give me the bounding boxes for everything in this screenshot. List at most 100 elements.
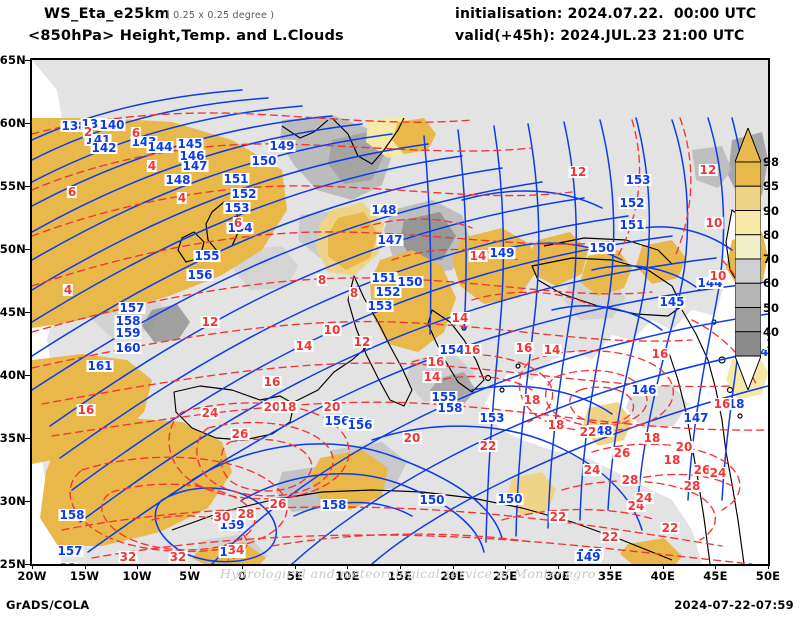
temperature-contour-label: 22 — [478, 439, 498, 453]
colorbar-swatch — [734, 258, 762, 284]
cloud-cover-colorbar — [734, 126, 762, 392]
temperature-contour-label: 12 — [698, 163, 718, 177]
temperature-contour-label: 16 — [462, 343, 482, 357]
height-contour-label: 159 — [114, 326, 142, 340]
y-axis-label: 35N — [0, 431, 26, 445]
height-contour-label: 142 — [90, 141, 118, 155]
x-axis-tick — [610, 564, 612, 569]
height-contour-label: 149 — [488, 246, 516, 260]
height-contour-label: 147 — [376, 233, 404, 247]
height-contour-label: 153 — [478, 411, 506, 425]
temperature-contour-label: 20 — [322, 400, 342, 414]
height-contour-label: 154 — [438, 343, 466, 357]
x-axis-tick — [452, 564, 454, 569]
temperature-contour-label: 24 — [634, 491, 654, 505]
temperature-contour-label: 20 — [674, 440, 694, 454]
colorbar-tick-label: 70 — [763, 252, 780, 266]
colorbar-swatch — [734, 234, 762, 260]
height-contour-label: 153 — [223, 201, 251, 215]
height-contour-label: 144 — [146, 140, 174, 154]
x-axis-label: 25E — [492, 569, 518, 583]
height-contour-label: 150 — [396, 275, 424, 289]
y-axis-label: 60N — [0, 116, 26, 130]
height-contour-label: 155 — [193, 249, 221, 263]
colorbar-swatch — [734, 210, 762, 236]
colorbar-tick-label: 40 — [763, 324, 780, 339]
valid-time: valid(+45h): 2024.JUL.23 21:00 UTC — [455, 28, 745, 44]
x-axis-label: 5E — [286, 569, 303, 583]
render-timestamp: 2024-07-22-07:59 — [674, 598, 794, 612]
height-contour-label: 157 — [118, 301, 146, 315]
x-axis-label: 15E — [387, 569, 413, 583]
y-axis-tick — [25, 186, 30, 187]
height-contour-label: 158 — [436, 401, 464, 415]
height-contour-label: 149 — [268, 139, 296, 153]
temperature-contour-label: 14 — [468, 249, 488, 263]
y-axis-tick — [25, 60, 30, 61]
height-contour-label: 151 — [222, 172, 250, 186]
x-axis-label: 15W — [69, 569, 100, 583]
y-axis-label: 65N — [0, 53, 26, 67]
y-axis-tick — [25, 249, 30, 250]
temperature-contour-label: 28 — [682, 479, 702, 493]
temperature-contour-label: 22 — [58, 562, 78, 564]
temperature-contour-label: 22 — [660, 521, 680, 535]
colorbar-swatches — [734, 161, 762, 357]
temperature-contour-label: 10 — [322, 323, 342, 337]
colorbar-swatch — [734, 161, 762, 187]
temperature-contour-label: 22 — [548, 510, 568, 524]
x-axis-label: 10E — [335, 569, 360, 583]
model-name: WS_Eta_e25km — [44, 6, 170, 22]
temperature-contour-label: 18 — [546, 418, 566, 432]
temperature-contour-label: 32 — [118, 550, 138, 564]
height-contour-label: 151 — [618, 218, 646, 232]
colorbar-tick-label: 50 — [763, 300, 780, 315]
temperature-contour-label: 16 — [712, 397, 732, 411]
temperature-contour-label: 30 — [212, 510, 232, 524]
x-axis-label: 50E — [755, 569, 781, 583]
height-contour-label: 156 — [186, 268, 214, 282]
temperature-contour-label: 16 — [514, 341, 534, 355]
weather-map — [32, 60, 768, 564]
height-contour-label: 149 — [574, 550, 602, 564]
y-axis-label: 55N — [0, 179, 26, 193]
x-axis-label: 45E — [703, 569, 728, 583]
map-plot-area: 138 139 140 141 142 143 144 145 146 147 148 149 150 1… — [30, 58, 770, 566]
height-contour-label: 156 — [323, 414, 351, 428]
y-axis-label: 40N — [0, 368, 26, 382]
temperature-contour-label: 10 — [704, 216, 724, 230]
x-axis-tick — [347, 564, 349, 569]
x-axis-label: 30E — [545, 569, 570, 583]
height-contour-label: 146 — [178, 149, 206, 163]
height-contour-label: 158 — [58, 508, 86, 522]
temperature-contour-label: 34 — [226, 543, 246, 557]
temperature-contour-label: 32 — [168, 550, 188, 564]
x-axis-tick — [662, 564, 664, 569]
temperature-contour-label: 18 — [278, 400, 298, 414]
temperature-contour-label: 12 — [352, 335, 372, 349]
colorbar-top-arrow — [734, 126, 762, 163]
height-contour-label: 147 — [682, 411, 710, 425]
height-contour-label: 158 — [320, 498, 348, 512]
x-axis-tick — [768, 564, 769, 569]
x-axis-label: 20W — [17, 569, 47, 583]
colorbar-swatch — [734, 307, 762, 333]
y-axis-tick — [25, 438, 30, 439]
temperature-contour-label: 20 — [262, 400, 282, 414]
coastlines — [171, 117, 757, 564]
height-contour-label: 158 — [114, 314, 142, 328]
temperature-contour-label: 6 — [232, 216, 244, 230]
height-contour-label: 161 — [86, 359, 114, 373]
temperature-contours — [32, 112, 768, 564]
x-axis-tick — [557, 564, 559, 569]
temperature-contour-label: 4 — [176, 191, 188, 205]
temperature-contour-label: 26 — [268, 497, 288, 511]
temperature-contour-label: 12 — [200, 315, 220, 329]
temperature-contour-label: 16 — [426, 355, 446, 369]
height-contour-label: 152 — [374, 285, 402, 299]
temperature-contour-label: 12 — [568, 165, 588, 179]
y-axis-tick — [25, 501, 30, 502]
temperature-contour-label: 18 — [522, 393, 542, 407]
y-axis-label: 30N — [0, 494, 26, 508]
y-axis-label: 50N — [0, 242, 26, 256]
